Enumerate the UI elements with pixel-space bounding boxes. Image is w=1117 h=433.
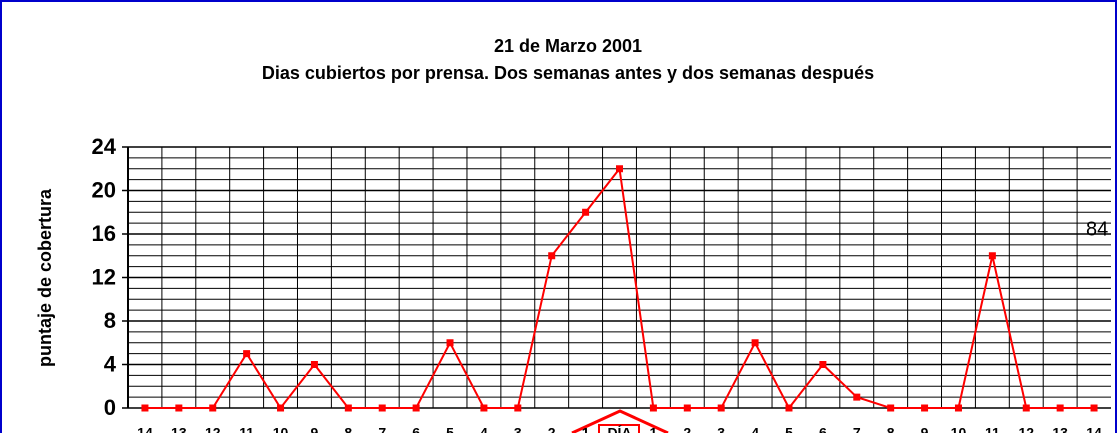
y-tick-label: 8: [104, 308, 116, 333]
point-marker: [480, 404, 488, 412]
x-tick-label: 12: [1018, 425, 1034, 433]
point-marker: [616, 165, 623, 173]
point-marker: [209, 404, 217, 412]
y-tick-label: 0: [104, 395, 116, 420]
x-tick-label: 11: [985, 425, 1000, 433]
x-tick-label: 7: [853, 425, 861, 433]
x-tick-label: 11: [239, 425, 254, 433]
point-marker: [921, 404, 929, 412]
x-tick-label: 4: [480, 425, 488, 433]
chart-title: 21 de Marzo 2001: [494, 36, 642, 56]
point-marker: [1090, 404, 1098, 412]
point-marker: [649, 404, 657, 412]
y-tick-label: 16: [92, 221, 116, 246]
point-marker: [751, 339, 759, 347]
x-tick-label: 8: [887, 425, 895, 433]
highlight-box: [598, 424, 640, 433]
x-tick-label: 13: [171, 425, 187, 433]
point-marker: [853, 393, 861, 401]
y-axis-label: puntaje de cobertura: [35, 188, 55, 367]
point-marker: [175, 404, 183, 412]
point-marker: [412, 404, 420, 412]
x-tick-label: 1: [582, 425, 590, 433]
point-marker: [887, 404, 895, 412]
point-marker: [785, 404, 793, 412]
point-marker: [514, 404, 522, 412]
point-marker: [582, 208, 590, 216]
x-tick-label: 2: [683, 425, 691, 433]
x-tick-label: 7: [378, 425, 386, 433]
point-marker: [310, 361, 318, 368]
point-marker: [717, 404, 725, 412]
point-marker: [548, 252, 556, 260]
annotation: 84: [1086, 218, 1108, 240]
x-tick-label: 1: [649, 425, 657, 433]
x-tick-label: DÍA: [607, 425, 631, 433]
x-tick-label: 2: [548, 425, 556, 433]
x-tick-label: 13: [1052, 425, 1068, 433]
point-marker: [683, 404, 691, 412]
point-marker: [954, 404, 962, 412]
y-tick-label: 24: [92, 134, 117, 159]
y-tick-label: 12: [92, 264, 116, 289]
point-marker: [277, 404, 285, 412]
y-tick-label: 20: [92, 177, 116, 202]
point-marker: [378, 404, 386, 412]
x-tick-label: 3: [717, 425, 725, 433]
point-marker: [344, 404, 352, 412]
point-marker: [446, 339, 454, 347]
x-tick-label: 5: [785, 425, 793, 433]
x-tick-label: 8: [344, 425, 352, 433]
x-tick-label: 10: [951, 425, 967, 433]
x-tick-label: 9: [921, 425, 929, 433]
x-tick-label: 3: [514, 425, 522, 433]
x-tick-label: 5: [446, 425, 454, 433]
x-tick-label: 14: [137, 425, 153, 433]
x-tick-label: 4: [751, 425, 759, 433]
arrow: [571, 409, 669, 433]
point-marker: [1056, 404, 1064, 412]
point-marker: [1022, 404, 1030, 412]
x-tick-label: 10: [273, 425, 289, 433]
x-tick-label: 6: [819, 425, 827, 433]
x-tick-label: 14: [1086, 425, 1102, 433]
chart-subtitle: Dias cubiertos por prensa. Dos semanas a…: [262, 63, 874, 83]
x-tick-label: 12: [205, 425, 221, 433]
point-marker: [141, 404, 149, 412]
y-tick-label: 4: [104, 351, 117, 376]
x-tick-label: 9: [311, 425, 319, 433]
point-marker: [243, 350, 251, 358]
point-marker: [988, 252, 996, 260]
x-tick-label: 6: [412, 425, 420, 433]
point-marker: [819, 361, 827, 368]
